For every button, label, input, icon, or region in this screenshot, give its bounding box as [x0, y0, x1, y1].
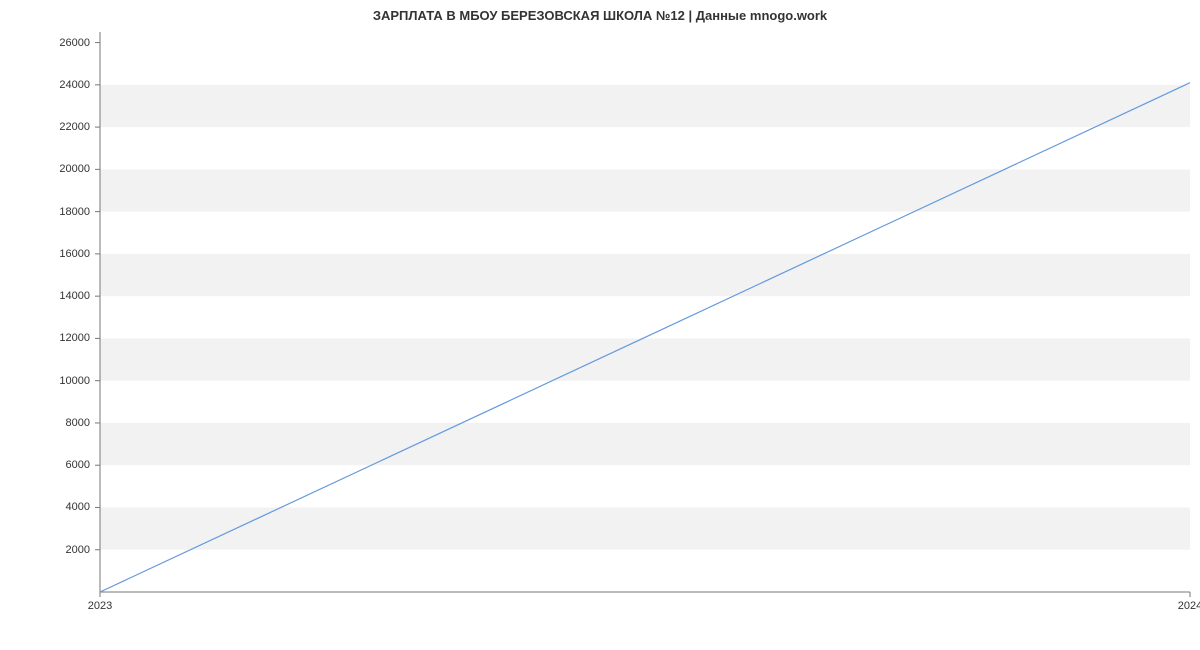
- y-tick-label: 8000: [40, 417, 90, 429]
- y-tick-label: 26000: [40, 37, 90, 49]
- y-tick-label: 10000: [40, 375, 90, 387]
- y-tick-label: 12000: [40, 332, 90, 344]
- y-tick-label: 2000: [40, 544, 90, 556]
- x-tick-label: 2024: [1178, 600, 1200, 612]
- salary-line-chart: ЗАРПЛАТА В МБОУ БЕРЕЗОВСКАЯ ШКОЛА №12 | …: [0, 0, 1200, 650]
- y-tick-label: 20000: [40, 163, 90, 175]
- plot-area: [100, 32, 1190, 592]
- x-tick-label: 2023: [88, 600, 112, 612]
- y-tick-label: 16000: [40, 248, 90, 260]
- chart-title: ЗАРПЛАТА В МБОУ БЕРЕЗОВСКАЯ ШКОЛА №12 | …: [0, 8, 1200, 23]
- y-tick-label: 22000: [40, 121, 90, 133]
- y-tick-label: 4000: [40, 501, 90, 513]
- y-tick-label: 18000: [40, 206, 90, 218]
- y-tick-label: 14000: [40, 290, 90, 302]
- y-tick-label: 6000: [40, 459, 90, 471]
- y-tick-label: 24000: [40, 79, 90, 91]
